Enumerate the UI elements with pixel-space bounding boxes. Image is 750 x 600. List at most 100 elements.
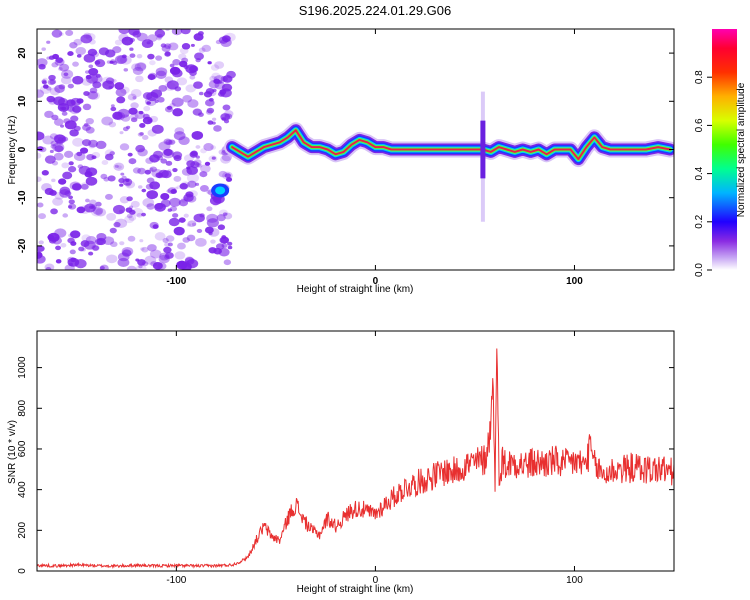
noise-blob xyxy=(67,51,74,57)
noise-blob xyxy=(172,189,178,194)
noise-blob xyxy=(70,230,81,239)
noise-blob xyxy=(101,159,109,166)
noise-blob xyxy=(80,183,89,190)
noise-blob xyxy=(47,232,60,242)
noise-blob xyxy=(221,117,226,121)
noise-blob xyxy=(71,183,82,191)
noise-blob xyxy=(83,32,92,39)
noise-blob xyxy=(223,259,232,266)
colorbar-tick-label: 0.0 xyxy=(694,263,705,277)
noise-blob xyxy=(206,206,213,212)
noise-blob xyxy=(60,243,67,248)
noise-blob xyxy=(211,156,216,160)
noise-blob xyxy=(67,257,80,267)
noise-blob xyxy=(193,213,205,223)
noise-blob xyxy=(199,164,211,173)
noise-blob xyxy=(158,84,168,92)
noise-blob xyxy=(88,139,99,148)
noise-blob xyxy=(155,70,167,79)
noise-blob xyxy=(102,236,115,246)
noise-blob xyxy=(120,172,125,176)
noise-blob xyxy=(194,182,200,186)
noise-blob xyxy=(58,178,67,185)
noise-blob xyxy=(210,64,220,71)
noise-blob xyxy=(174,127,185,135)
noise-blob xyxy=(150,89,163,98)
noise-blob xyxy=(144,169,152,175)
noise-blob xyxy=(128,214,137,221)
noise-blob xyxy=(83,240,96,250)
noise-blob xyxy=(204,161,211,166)
noise-blob xyxy=(155,55,163,61)
noise-blob xyxy=(72,61,79,67)
noise-blob xyxy=(82,103,92,111)
noise-blob xyxy=(88,67,99,76)
noise-blob xyxy=(109,227,117,234)
noise-blob xyxy=(51,114,59,121)
noise-blob xyxy=(114,218,128,229)
noise-blob xyxy=(177,242,186,250)
noise-blob xyxy=(173,155,182,162)
noise-blob xyxy=(192,108,202,116)
noise-blob xyxy=(164,51,171,56)
noise-blob xyxy=(89,39,96,45)
noise-blob xyxy=(100,173,108,180)
noise-blob xyxy=(121,36,134,46)
noise-blob xyxy=(80,182,90,190)
noise-blob xyxy=(219,236,229,244)
noise-blob xyxy=(137,148,148,157)
noise-blob xyxy=(152,262,163,270)
noise-blob xyxy=(40,85,52,94)
noise-blob xyxy=(126,265,137,270)
snr-y-ticks: 0 200 400 600 800 1000 xyxy=(17,356,674,574)
noise-blob xyxy=(95,73,101,78)
noise-blob xyxy=(132,167,141,174)
noise-blob xyxy=(118,209,124,214)
noise-blob xyxy=(174,186,178,190)
noise-blob xyxy=(135,144,146,153)
noise-blob xyxy=(186,160,196,168)
noise-blob xyxy=(57,137,63,142)
noise-blob xyxy=(154,29,166,38)
noise-blob xyxy=(37,152,42,159)
noise-blob xyxy=(85,117,94,125)
noise-blob xyxy=(149,167,154,172)
noise-blob xyxy=(173,226,185,236)
noise-blob xyxy=(201,44,212,53)
noise-blob xyxy=(206,107,215,114)
noise-blob xyxy=(55,245,62,251)
noise-blob xyxy=(193,81,203,89)
noise-blob xyxy=(163,246,172,254)
noise-blob xyxy=(172,167,178,173)
noise-blob xyxy=(211,72,221,80)
colorbar: 0.0 0.2 0.4 0.6 0.8 Normalized spectral ampl… xyxy=(694,29,747,277)
noise-blob xyxy=(44,155,56,164)
noise-blob xyxy=(144,255,157,265)
noise-blob xyxy=(58,63,70,72)
noise-blob xyxy=(80,34,93,44)
noise-blob xyxy=(226,70,236,79)
noise-blob xyxy=(227,241,233,246)
noise-blob xyxy=(65,29,74,36)
noise-blob xyxy=(178,136,190,145)
noise-blob xyxy=(63,150,74,158)
noise-blob xyxy=(85,74,92,80)
noise-blob xyxy=(184,256,194,264)
noise-blob xyxy=(221,243,228,249)
noise-blob xyxy=(85,33,96,41)
noise-blob xyxy=(187,180,197,188)
noise-blob xyxy=(49,133,58,140)
noise-blob xyxy=(37,251,43,259)
noise-blob xyxy=(162,149,175,159)
noise-blob xyxy=(101,76,114,86)
noise-blob xyxy=(138,110,144,115)
noise-blob xyxy=(173,175,182,182)
noise-blob xyxy=(119,131,124,135)
noise-blob xyxy=(69,42,78,49)
noise-blob xyxy=(138,264,143,269)
noise-blob xyxy=(106,213,117,221)
noise-blob xyxy=(196,228,203,234)
noise-blob xyxy=(76,98,84,104)
noise-blob xyxy=(221,235,227,239)
noise-blob xyxy=(130,200,140,208)
